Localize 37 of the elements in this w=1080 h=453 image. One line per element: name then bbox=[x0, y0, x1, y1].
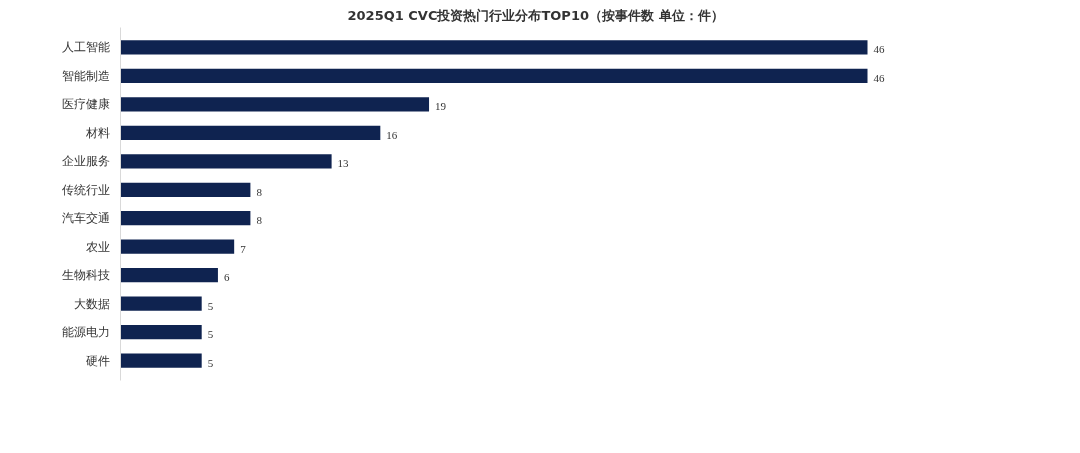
data-label: 16 bbox=[386, 128, 398, 141]
y-tick-label: 人工智能 bbox=[61, 40, 110, 55]
y-tick-label: 汽车交通 bbox=[61, 211, 110, 226]
y-tick-label: 生物科技 bbox=[61, 268, 110, 283]
data-label: 5 bbox=[207, 299, 214, 312]
bar bbox=[120, 211, 251, 226]
data-label: 46 bbox=[873, 43, 885, 56]
bar bbox=[120, 68, 868, 84]
bar bbox=[120, 154, 332, 169]
bar bbox=[120, 97, 430, 112]
data-label: 19 bbox=[435, 100, 447, 113]
y-tick-label: 农业 bbox=[85, 239, 110, 254]
data-label: 6 bbox=[223, 271, 230, 284]
data-label: 13 bbox=[337, 157, 350, 170]
y-tick-label: 大数据 bbox=[73, 296, 110, 311]
data-label: 46 bbox=[873, 71, 885, 84]
data-label: 8 bbox=[256, 185, 263, 198]
y-tick-label: 材料 bbox=[84, 125, 110, 140]
bar bbox=[120, 353, 202, 368]
data-label: 5 bbox=[207, 356, 214, 369]
bar bbox=[120, 268, 218, 283]
data-label: 7 bbox=[240, 242, 247, 255]
bar bbox=[120, 239, 235, 254]
chart-title: 2025Q1 CVC投资热门行业分布TOP10（按事件数 单位：件） bbox=[347, 7, 724, 23]
bar bbox=[120, 125, 381, 140]
y-tick-label: 智能制造 bbox=[61, 68, 110, 83]
bar bbox=[120, 324, 202, 340]
y-tick-label: 硬件 bbox=[85, 353, 110, 368]
bar bbox=[120, 40, 868, 55]
y-tick-label: 能源电力 bbox=[61, 325, 110, 340]
bar bbox=[120, 296, 202, 311]
y-tick-label: 传统行业 bbox=[61, 182, 110, 197]
data-label: 5 bbox=[207, 328, 214, 341]
data-label: 8 bbox=[256, 214, 263, 227]
y-tick-label: 医疗健康 bbox=[61, 97, 110, 112]
y-tick-label: 企业服务 bbox=[61, 154, 110, 169]
bar bbox=[120, 182, 251, 197]
